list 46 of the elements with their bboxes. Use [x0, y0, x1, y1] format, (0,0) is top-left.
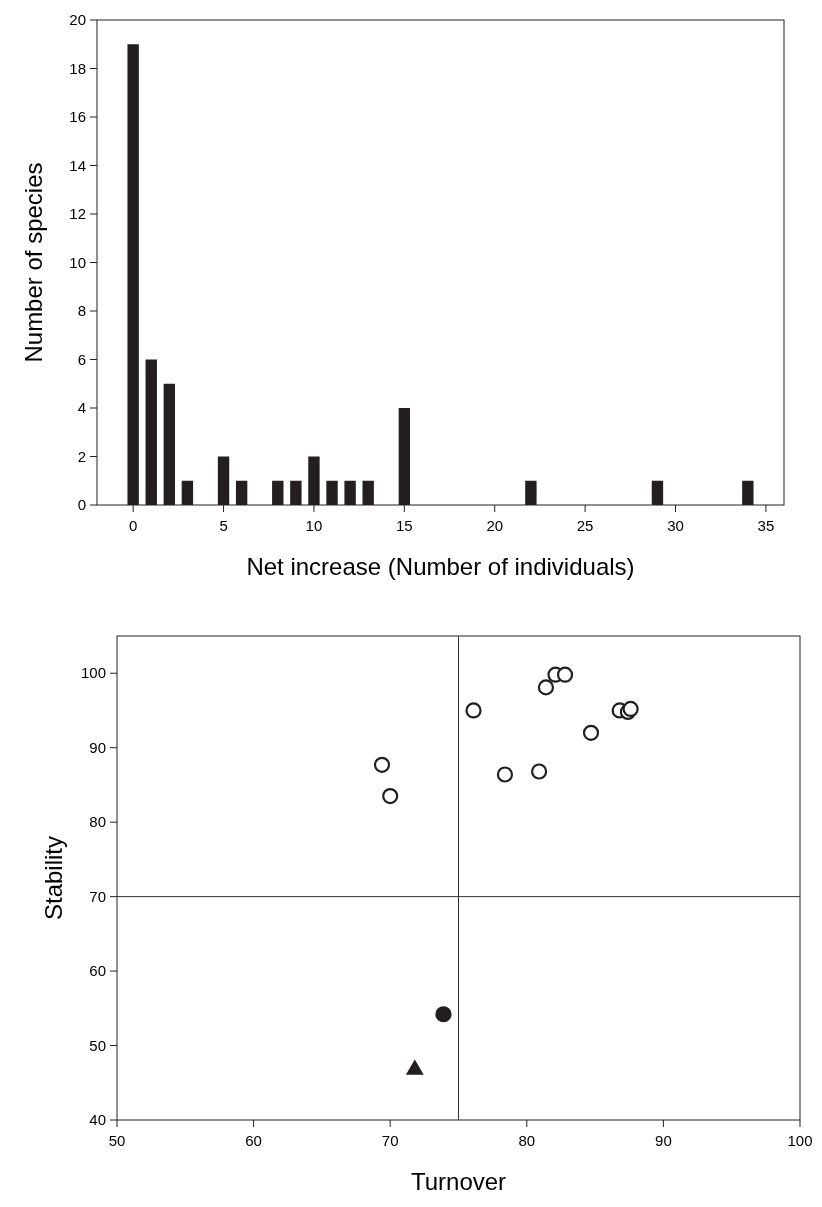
point	[582, 724, 600, 741]
x-tick-label: 70	[381, 1132, 399, 1149]
x-tick-label: 5	[219, 517, 228, 534]
x-tick-label: 0	[128, 517, 138, 534]
point	[435, 1006, 452, 1023]
y-tick-label: 12	[69, 205, 86, 222]
x-tick-label: 50	[108, 1132, 126, 1149]
x-tick-label: 20	[486, 517, 504, 534]
x-tick-label: 100	[787, 1132, 813, 1149]
y-tick-label: 60	[89, 962, 106, 980]
y-tick-label: 40	[89, 1111, 106, 1128]
x-tick-label: 25	[576, 517, 594, 534]
y-tick-label: 50	[89, 1036, 106, 1054]
y-tick-label: 70	[89, 887, 106, 905]
y-tick-label: 14	[69, 156, 86, 174]
x-tick-label: 10	[305, 517, 323, 534]
point	[530, 763, 548, 780]
x-tick-label: 80	[518, 1132, 536, 1149]
point	[556, 666, 574, 683]
x-axis-title: Net increase (Number of individuals)	[246, 553, 635, 580]
point	[496, 766, 514, 783]
point	[373, 756, 391, 773]
y-tick-label: 6	[77, 350, 86, 368]
x-tick-label: 60	[245, 1132, 262, 1149]
point	[406, 1060, 423, 1075]
y-axis-title: Stability	[40, 835, 67, 921]
x-tick-label: 15	[396, 517, 413, 534]
y-tick-label: 18	[69, 59, 86, 77]
y-tick-label: 16	[69, 108, 86, 125]
y-axis-title: Number of species	[20, 162, 47, 363]
y-tick-label: 10	[69, 253, 86, 271]
x-tick-label: 90	[655, 1132, 672, 1149]
point	[382, 787, 399, 805]
y-tick-label: 80	[89, 813, 106, 831]
y-tick-label: 8	[77, 302, 86, 319]
y-tick-label: 2	[77, 447, 86, 465]
x-tick-label: 30	[667, 517, 684, 534]
y-tick-label: 4	[77, 399, 86, 416]
y-tick-label: 90	[89, 738, 106, 756]
y-tick-label: 20	[69, 11, 86, 28]
y-tick-label: 0	[77, 496, 86, 513]
x-axis-title: Turnover	[410, 1168, 507, 1195]
point	[465, 702, 482, 719]
y-tick-label: 100	[80, 664, 106, 682]
x-tick-label: 35	[757, 517, 775, 534]
point	[537, 679, 555, 696]
